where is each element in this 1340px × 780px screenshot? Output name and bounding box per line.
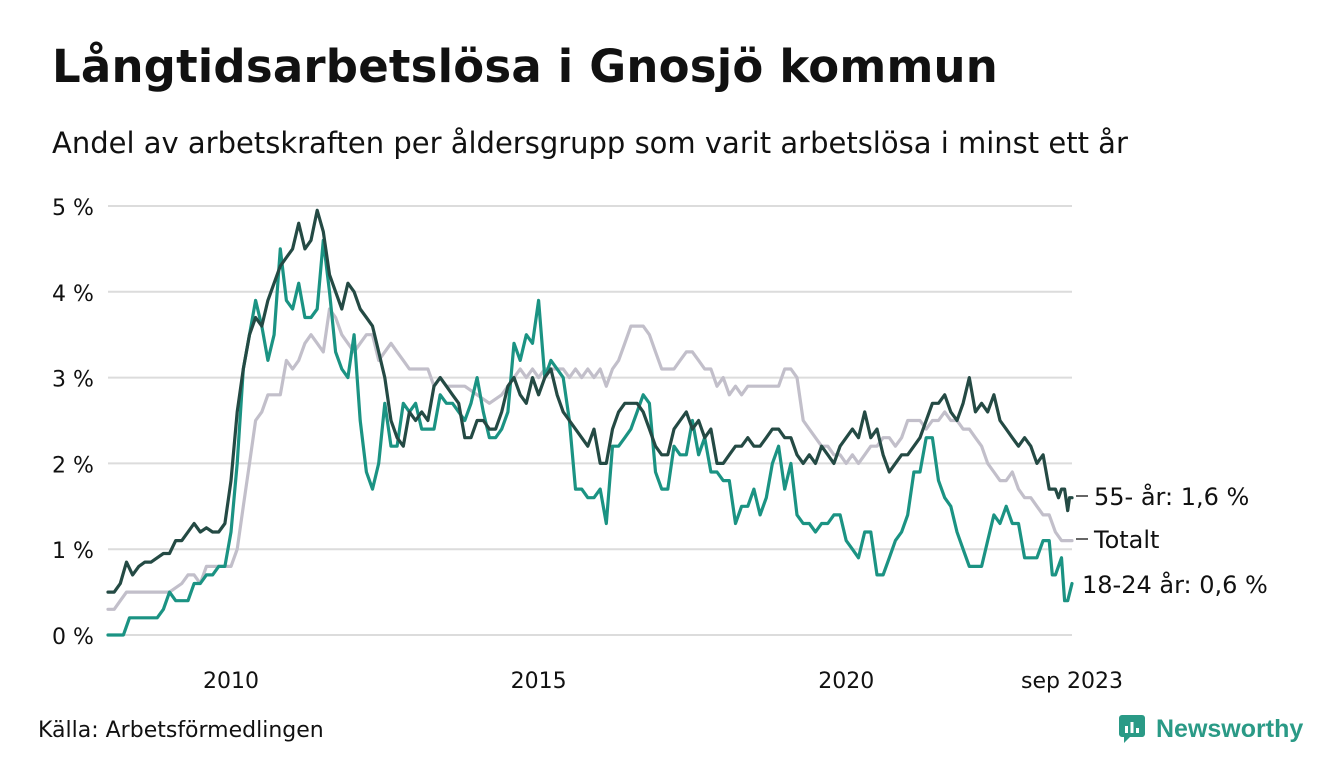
source-note: Källa: Arbetsförmedlingen — [38, 718, 324, 743]
chart-subtitle: Andel av arbetskraften per åldersgrupp s… — [52, 126, 1128, 160]
x-axis: 2010 2015 2020 sep 2023 — [203, 669, 1123, 694]
series-lines — [106, 208, 1074, 637]
brand-logo: Newsworthy — [1118, 714, 1303, 744]
x-tick-label: 2015 — [511, 669, 567, 694]
grid — [108, 205, 1072, 636]
x-tick-label: sep 2023 — [1021, 669, 1123, 694]
x-tick-label: 2020 — [818, 669, 874, 694]
y-tick-label: 0 % — [52, 625, 94, 650]
newsworthy-icon — [1119, 715, 1145, 743]
y-tick-label: 5 % — [52, 196, 94, 221]
y-tick-label: 1 % — [52, 539, 94, 564]
series-line-55-r — [106, 208, 1074, 594]
series-end-label: 18-24 år: 0,6 % — [1082, 570, 1268, 599]
brand-name: Newsworthy — [1156, 714, 1304, 743]
x-tick-label: 2010 — [203, 669, 259, 694]
y-tick-label: 2 % — [52, 453, 94, 478]
y-tick-label: 3 % — [52, 368, 94, 393]
series-end-labels: Totalt 18-24 år: 0,6 % 55- år: 1,6 % — [1076, 482, 1268, 599]
series-end-label: Totalt — [1093, 526, 1159, 554]
chart-title: Långtidsarbetslösa i Gnosjö kommun — [52, 40, 999, 93]
y-tick-label: 4 % — [52, 282, 94, 307]
series-line-18-24-r — [106, 238, 1074, 637]
series-line-totalt — [106, 307, 1074, 611]
y-axis: 0 % 1 % 2 % 3 % 4 % 5 % — [52, 196, 94, 650]
series-end-label: 55- år: 1,6 % — [1094, 482, 1249, 511]
